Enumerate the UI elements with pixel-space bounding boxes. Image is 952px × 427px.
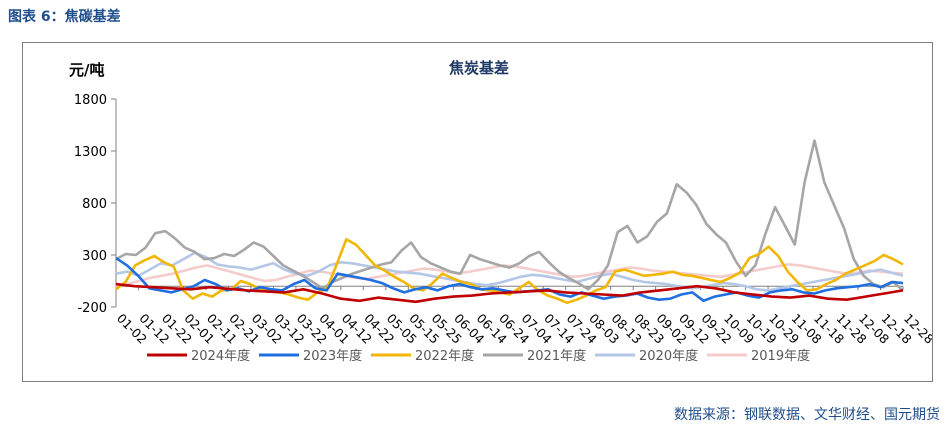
- y-axis-unit: 元/吨: [69, 61, 104, 79]
- legend-label: 2023年度: [303, 348, 362, 364]
- y-tick-label: 1300: [74, 145, 107, 160]
- line-chart: 焦炭基差 元/吨 -2003008001300180001-0201-1201-…: [23, 43, 932, 381]
- chart-frame: 焦炭基差 元/吨 -200 300 800 1300 1800 01-02 01-12 01-…: [22, 42, 933, 382]
- legend-label: 2019年度: [751, 348, 810, 364]
- figure-caption: 图表 6：焦碳基差: [8, 6, 121, 26]
- y-tick-label: -200: [77, 301, 107, 316]
- legend: 2024年度 2023年度 2022年度 2021年度 2020年度 2019年度: [147, 348, 810, 364]
- y-tick-label: 800: [82, 197, 107, 212]
- legend-label: 2024年度: [191, 348, 250, 364]
- legend-label: 2020年度: [639, 348, 698, 364]
- y-tick-label: 1800: [74, 93, 107, 108]
- chart-title: 焦炭基差: [448, 59, 509, 77]
- legend-label: 2021年度: [527, 348, 586, 364]
- data-source: 数据来源：钢联数据、文华财经、国元期货: [674, 404, 940, 424]
- y-tick-label: 300: [82, 249, 107, 264]
- series-layer: [116, 141, 903, 303]
- legend-label: 2022年度: [415, 348, 474, 364]
- axes: -2003008001300180001-0201-1201-2202-0102…: [74, 93, 932, 347]
